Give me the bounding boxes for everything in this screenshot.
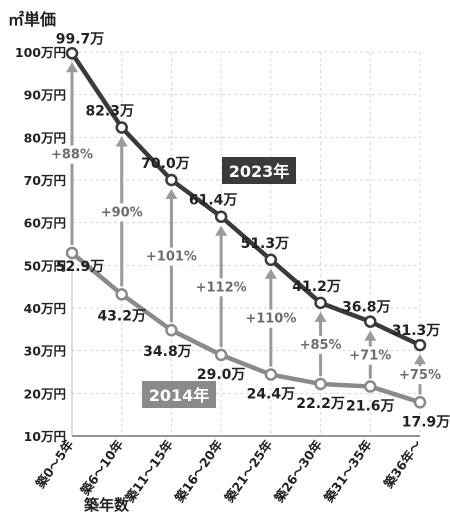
series-2014-point — [214, 348, 228, 362]
growth-label: +75% — [399, 368, 441, 383]
x-tick-label: 築6～10年 — [77, 437, 127, 499]
series-2014-point — [314, 377, 327, 391]
series-2023-point — [413, 338, 427, 352]
growth-label-bg — [401, 366, 439, 385]
series-2014-data-label: 17.9万 — [402, 414, 450, 430]
series-2023-point — [115, 121, 128, 134]
y-tick-label: 50万円 — [24, 258, 66, 273]
x-axis-title: 築年数 — [84, 496, 130, 514]
series-2023-point — [264, 253, 278, 267]
growth-arrow-head — [115, 136, 128, 147]
growth-label-bg — [197, 278, 245, 297]
growth-label-bg — [102, 203, 141, 222]
series-2023-point — [364, 315, 377, 328]
series-2023-data-label: 51.3万 — [241, 236, 290, 252]
legend-2014-label: 2014年 — [149, 386, 210, 405]
y-tick-label: 40万円 — [24, 301, 66, 316]
growth-label-bg — [301, 335, 340, 354]
series-2014-data-label: 34.8万 — [143, 344, 192, 360]
growth-arrow-head — [264, 268, 277, 279]
growth-label: +90% — [101, 205, 143, 220]
y-tick-label: 90万円 — [24, 88, 66, 103]
series-2014-data-label: 24.4万 — [247, 387, 296, 403]
growth-label-bg — [247, 309, 295, 328]
x-tick-label: 築31～35年 — [320, 437, 375, 506]
series-2023-point — [65, 47, 79, 60]
y-tick-label: 70万円 — [24, 173, 66, 188]
growth-label-bg — [53, 145, 91, 164]
y-tick-label: 30万円 — [24, 344, 66, 359]
series-2023-line — [70, 52, 421, 348]
legend-2023-badge — [222, 157, 296, 184]
growth-label: +101% — [146, 250, 197, 265]
legend-2023-label: 2023年 — [229, 162, 290, 181]
x-tick-label: 築11～15年 — [122, 437, 177, 506]
growth-label: +85% — [300, 338, 342, 353]
series-2014-data-label: 22.2万 — [296, 396, 345, 412]
growth-label-bg — [351, 346, 390, 365]
series-2014-data-label: 21.6万 — [346, 399, 395, 415]
growth-label: +110% — [245, 312, 296, 327]
growth-arrow-head — [165, 189, 178, 199]
series-2023-data-label: 99.7万 — [56, 31, 105, 47]
series-2014-point — [364, 380, 377, 393]
series-2014-point — [413, 396, 427, 409]
series-2023-data-label: 41.2万 — [292, 279, 341, 295]
series-2023-data-label: 70.0万 — [141, 156, 190, 172]
series-2014-point — [65, 246, 79, 260]
y-tick-label: 10万円 — [24, 429, 66, 444]
series-2014-point — [264, 368, 278, 381]
y-tick-label: 20万円 — [24, 386, 66, 401]
series-2014-line — [70, 251, 421, 405]
series-2014-data-label: 52.9万 — [56, 259, 105, 275]
series-2023-data-label: 31.3万 — [392, 323, 441, 339]
series-2023-point — [165, 173, 178, 187]
x-tick-label: 築16～20年 — [171, 437, 226, 506]
y-tick-label: 60万円 — [24, 216, 66, 231]
x-tick-label: 築36年～ — [380, 437, 425, 492]
series-2014-data-label: 29.0万 — [197, 367, 246, 383]
growth-label-bg — [148, 247, 195, 266]
y-tick-label: 100万円 — [15, 45, 66, 60]
growth-label: +71% — [349, 349, 391, 364]
series-2014-point — [165, 323, 178, 337]
x-tick-label: 築21～25年 — [221, 437, 276, 506]
growth-arrow-head — [215, 225, 228, 236]
series-2023-point — [214, 210, 228, 223]
y-axis-title: ㎡単価 — [8, 10, 57, 29]
series-2023-data-label: 61.4万 — [189, 193, 238, 209]
x-tick-label: 築0～5年 — [32, 437, 77, 492]
growth-arrow-head — [314, 311, 327, 322]
growth-label: +88% — [51, 148, 93, 163]
series-2023-data-label: 36.8万 — [342, 300, 391, 316]
growth-label: +112% — [196, 280, 247, 295]
growth-arrow-head — [66, 62, 78, 73]
growth-arrow-head — [364, 330, 377, 341]
legend-2014-badge — [142, 381, 216, 408]
series-2014-point — [115, 288, 128, 301]
series-2023-data-label: 82.3万 — [85, 104, 134, 120]
series-2014-data-label: 43.2万 — [97, 308, 146, 324]
series-2023-point — [314, 296, 327, 310]
x-tick-label: 築26～30年 — [271, 437, 326, 506]
growth-arrow-head — [414, 354, 426, 365]
y-tick-label: 80万円 — [24, 130, 66, 145]
